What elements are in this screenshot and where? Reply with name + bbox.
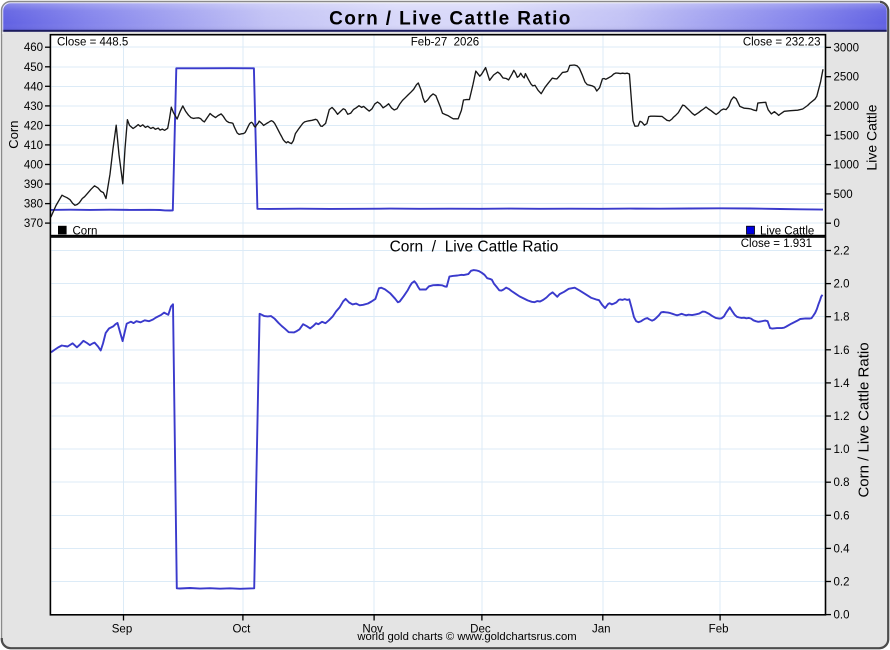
svg-text:Corn / Live Cattle Ratio: Corn / Live Cattle Ratio: [329, 9, 572, 30]
svg-text:2.0: 2.0: [834, 279, 850, 291]
svg-text:380: 380: [24, 199, 43, 211]
svg-text:Sep: Sep: [112, 623, 132, 635]
svg-text:Corn: Corn: [73, 226, 98, 238]
svg-text:2.2: 2.2: [834, 246, 850, 258]
svg-text:Close = 232.23: Close = 232.23: [743, 37, 821, 49]
svg-text:Nov: Nov: [362, 623, 383, 635]
svg-text:0.0: 0.0: [834, 610, 850, 622]
svg-text:500: 500: [834, 189, 853, 201]
svg-text:2000: 2000: [834, 101, 860, 113]
svg-text:world gold charts © www.goldch: world gold charts © www.goldchartsrus.co…: [356, 631, 576, 643]
svg-text:390: 390: [24, 179, 43, 191]
svg-text:Jan: Jan: [592, 623, 611, 635]
svg-text:3000: 3000: [834, 42, 860, 54]
svg-text:0.6: 0.6: [834, 510, 850, 522]
svg-text:Corn: Corn: [6, 121, 21, 149]
svg-text:410: 410: [24, 140, 43, 152]
svg-text:370: 370: [24, 218, 43, 230]
svg-text:1.6: 1.6: [834, 345, 850, 357]
svg-text:440: 440: [24, 81, 43, 93]
svg-text:Live Cattle: Live Cattle: [760, 226, 814, 238]
svg-text:1000: 1000: [834, 160, 860, 172]
svg-text:400: 400: [24, 160, 43, 172]
svg-text:Close = 1.931: Close = 1.931: [741, 238, 812, 250]
svg-text:0.8: 0.8: [834, 477, 850, 489]
svg-text:Corn / Live Cattle Ratio: Corn / Live Cattle Ratio: [856, 342, 873, 497]
svg-text:0: 0: [834, 218, 840, 230]
svg-text:460: 460: [24, 42, 43, 54]
svg-text:430: 430: [24, 101, 43, 113]
svg-text:0.2: 0.2: [834, 577, 850, 589]
svg-text:420: 420: [24, 120, 43, 132]
svg-text:Close = 448.5: Close = 448.5: [57, 37, 128, 49]
svg-text:Feb-27 2026: Feb-27 2026: [411, 37, 479, 49]
svg-text:1.0: 1.0: [834, 444, 850, 456]
svg-text:Corn / Live Cattle Ratio: Corn / Live Cattle Ratio: [390, 239, 559, 256]
svg-text:450: 450: [24, 62, 43, 74]
svg-text:2500: 2500: [834, 72, 860, 84]
svg-text:Oct: Oct: [232, 623, 251, 635]
svg-text:1.4: 1.4: [834, 378, 851, 390]
svg-text:Live Cattle: Live Cattle: [864, 104, 880, 170]
svg-text:1500: 1500: [834, 130, 860, 142]
svg-text:0.4: 0.4: [834, 543, 851, 555]
svg-text:1.8: 1.8: [834, 312, 850, 324]
svg-text:Feb: Feb: [709, 623, 729, 635]
svg-text:1.2: 1.2: [834, 411, 850, 423]
svg-text:Dec: Dec: [470, 623, 491, 635]
